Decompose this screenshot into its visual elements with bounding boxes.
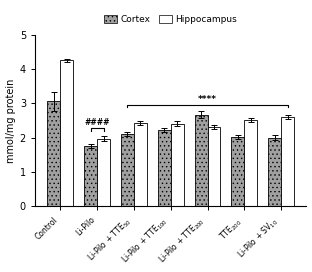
Bar bbox=[244, 120, 257, 206]
Y-axis label: mmol/mg protein: mmol/mg protein bbox=[6, 78, 16, 163]
Bar bbox=[171, 124, 184, 206]
Bar bbox=[268, 138, 281, 206]
Bar bbox=[47, 101, 60, 206]
Bar bbox=[158, 130, 171, 206]
Bar bbox=[97, 138, 110, 206]
Bar bbox=[84, 146, 97, 206]
Text: ####: #### bbox=[84, 118, 110, 127]
Text: ****: **** bbox=[198, 95, 217, 104]
Bar bbox=[207, 127, 221, 206]
Bar bbox=[60, 60, 73, 206]
Bar bbox=[232, 137, 244, 206]
Bar bbox=[195, 115, 207, 206]
Legend: Cortex, Hippocampus: Cortex, Hippocampus bbox=[100, 12, 241, 28]
Bar bbox=[281, 117, 294, 206]
Bar bbox=[134, 123, 147, 206]
Bar bbox=[121, 134, 134, 206]
